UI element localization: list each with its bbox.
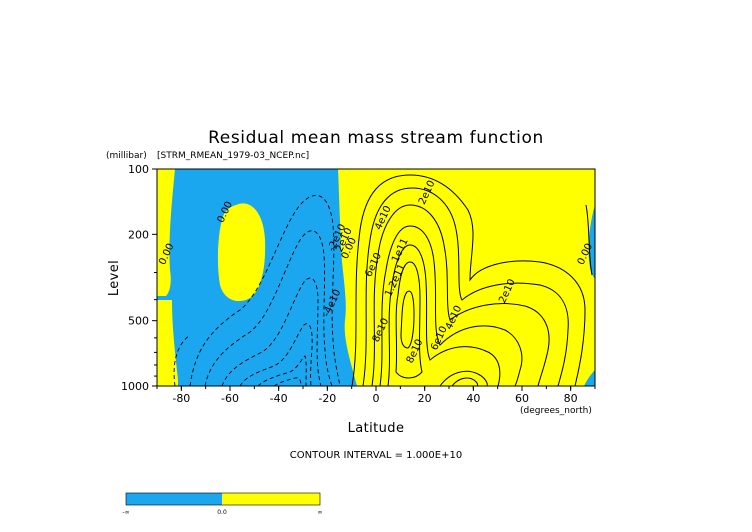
colorbar-label-max: ∞: [318, 509, 323, 516]
y-axis-label: Level: [107, 260, 122, 296]
source-file-label: [STRM_RMEAN_1979-03_NCEP.nc]: [157, 151, 309, 161]
y-tick-label: 500: [128, 315, 149, 328]
x-tick-label: -60: [221, 392, 239, 405]
x-axis-label: Latitude: [348, 421, 405, 436]
x-tick-label: 60: [515, 392, 529, 405]
colorbar-label-zero: 0.0: [217, 509, 227, 516]
colorbar-negative: [126, 493, 222, 505]
colorbar-positive: [222, 493, 320, 505]
x-tick-label: 40: [466, 392, 480, 405]
contour-interval-text: CONTOUR INTERVAL = 1.000E+10: [290, 450, 462, 461]
y-axis: 100 200 500 1000: [121, 163, 157, 393]
x-tick-label: 0: [373, 392, 380, 405]
positive-left-bottom: [157, 340, 166, 356]
negative-contours: [173, 194, 341, 386]
colorbar-label-min: -∞: [122, 509, 129, 516]
negative-right-bottom: [584, 370, 595, 386]
plot-area: [157, 169, 595, 386]
x-tick-label: -80: [172, 392, 190, 405]
positive-island: [217, 203, 266, 302]
x-tick-label: -40: [270, 392, 288, 405]
x-axis-units: (degrees_north): [520, 406, 592, 416]
positive-contours: [351, 174, 593, 386]
colorbar: -∞ 0.0 ∞: [122, 492, 323, 516]
x-tick-label: 80: [564, 392, 578, 405]
chart-title: Residual mean mass stream function: [208, 128, 544, 148]
y-tick-label: 200: [128, 228, 149, 241]
y-tick-label: 1000: [121, 380, 149, 393]
x-tick-label: 20: [418, 392, 432, 405]
x-tick-label: -20: [318, 392, 336, 405]
positive-left-edge: [157, 169, 175, 296]
y-tick-label: 100: [128, 163, 149, 176]
x-axis: -80 -60 -40 -20 0 20 40 60 80: [156, 386, 596, 405]
y-axis-units: (millibar): [106, 151, 147, 161]
